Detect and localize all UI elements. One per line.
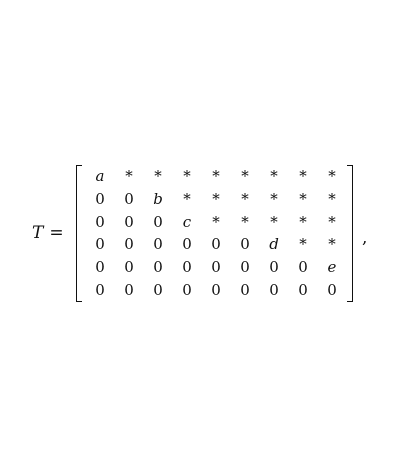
matrix-cell: 0 — [153, 212, 163, 231]
matrix-cell: 0 — [124, 235, 134, 254]
matrix-cell: * — [299, 212, 307, 231]
matrix-cell: 0 — [153, 281, 163, 299]
matrix-cell: * — [270, 212, 278, 231]
matrix-cell: a — [95, 167, 105, 185]
matrix-cell: b — [153, 189, 163, 208]
matrix-cell: 0 — [269, 258, 279, 277]
matrix-cell: * — [154, 167, 162, 185]
matrix-cell: e — [327, 258, 337, 277]
matrix-cell: d — [269, 235, 279, 254]
matrix-cell: 0 — [269, 281, 279, 299]
matrix-cell: 0 — [153, 258, 163, 277]
lhs-variable: T — [32, 223, 44, 243]
matrix-cell: c — [182, 212, 192, 231]
matrix-cell: * — [299, 167, 307, 185]
matrix-cell: 0 — [211, 281, 221, 299]
matrix-cell: * — [241, 167, 249, 185]
matrix-cell: * — [299, 189, 307, 208]
matrix-cell: * — [183, 167, 191, 185]
matrix-cell: 0 — [124, 258, 134, 277]
matrix: a * * * * * * * * 0 0 b * * * * * * 0 0 0 c * * * * * 0 0 0 0 0 0 d * * 0 0 0 0… — [86, 165, 346, 302]
equation-lhs: T = — [32, 221, 64, 245]
matrix-cell: 0 — [240, 235, 250, 254]
matrix-cell: 0 — [298, 258, 308, 277]
matrix-cell: 0 — [153, 235, 163, 254]
matrix-cell: 0 — [240, 281, 250, 299]
equals-sign: = — [49, 223, 64, 243]
matrix-cell: 0 — [182, 258, 192, 277]
matrix-cell: 0 — [298, 281, 308, 299]
matrix-cell: * — [241, 189, 249, 208]
matrix-cell: 0 — [211, 258, 221, 277]
matrix-cell: 0 — [327, 281, 337, 299]
matrix-row: 0 0 0 0 0 0 d * * — [86, 233, 346, 256]
matrix-cell: 0 — [95, 258, 105, 277]
matrix-cell: * — [270, 167, 278, 185]
trailing-comma: , — [362, 228, 368, 248]
matrix-cell: 0 — [211, 235, 221, 254]
matrix-cell: * — [241, 212, 249, 231]
matrix-cell: 0 — [240, 258, 250, 277]
matrix-row: 0 0 0 0 0 0 0 0 0 — [86, 279, 346, 302]
matrix-cell: * — [270, 189, 278, 208]
matrix-cell: 0 — [95, 281, 105, 299]
matrix-cell: * — [212, 167, 220, 185]
matrix-cell: * — [125, 167, 133, 185]
matrix-cell: * — [183, 189, 191, 208]
matrix-cell: 0 — [95, 189, 105, 208]
matrix-cell: 0 — [182, 281, 192, 299]
matrix-cell: 0 — [95, 212, 105, 231]
matrix-cell: * — [328, 235, 336, 254]
matrix-cell: * — [328, 167, 336, 185]
matrix-cell: * — [299, 235, 307, 254]
matrix-row: a * * * * * * * * — [86, 165, 346, 188]
matrix-cell: 0 — [124, 281, 134, 299]
matrix-cell: * — [212, 212, 220, 231]
matrix-cell: * — [328, 212, 336, 231]
matrix-cell: * — [328, 189, 336, 208]
matrix-cell: 0 — [124, 212, 134, 231]
matrix-cell: * — [212, 189, 220, 208]
right-bracket — [347, 165, 353, 302]
matrix-cell: 0 — [182, 235, 192, 254]
left-bracket — [76, 165, 82, 302]
matrix-cell: 0 — [95, 235, 105, 254]
matrix-row: 0 0 0 c * * * * * — [86, 211, 346, 234]
matrix-row: 0 0 b * * * * * * — [86, 188, 346, 211]
matrix-cell: 0 — [124, 189, 134, 208]
